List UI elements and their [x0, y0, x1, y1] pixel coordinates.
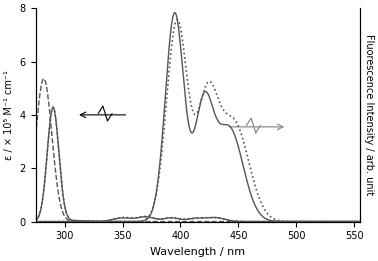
Y-axis label: ε / × 10⁵ M⁻¹ cm⁻¹: ε / × 10⁵ M⁻¹ cm⁻¹ [4, 70, 14, 160]
X-axis label: Wavelength / nm: Wavelength / nm [150, 247, 245, 257]
Y-axis label: Fluorescence Intensity / arb. unit: Fluorescence Intensity / arb. unit [364, 34, 374, 195]
